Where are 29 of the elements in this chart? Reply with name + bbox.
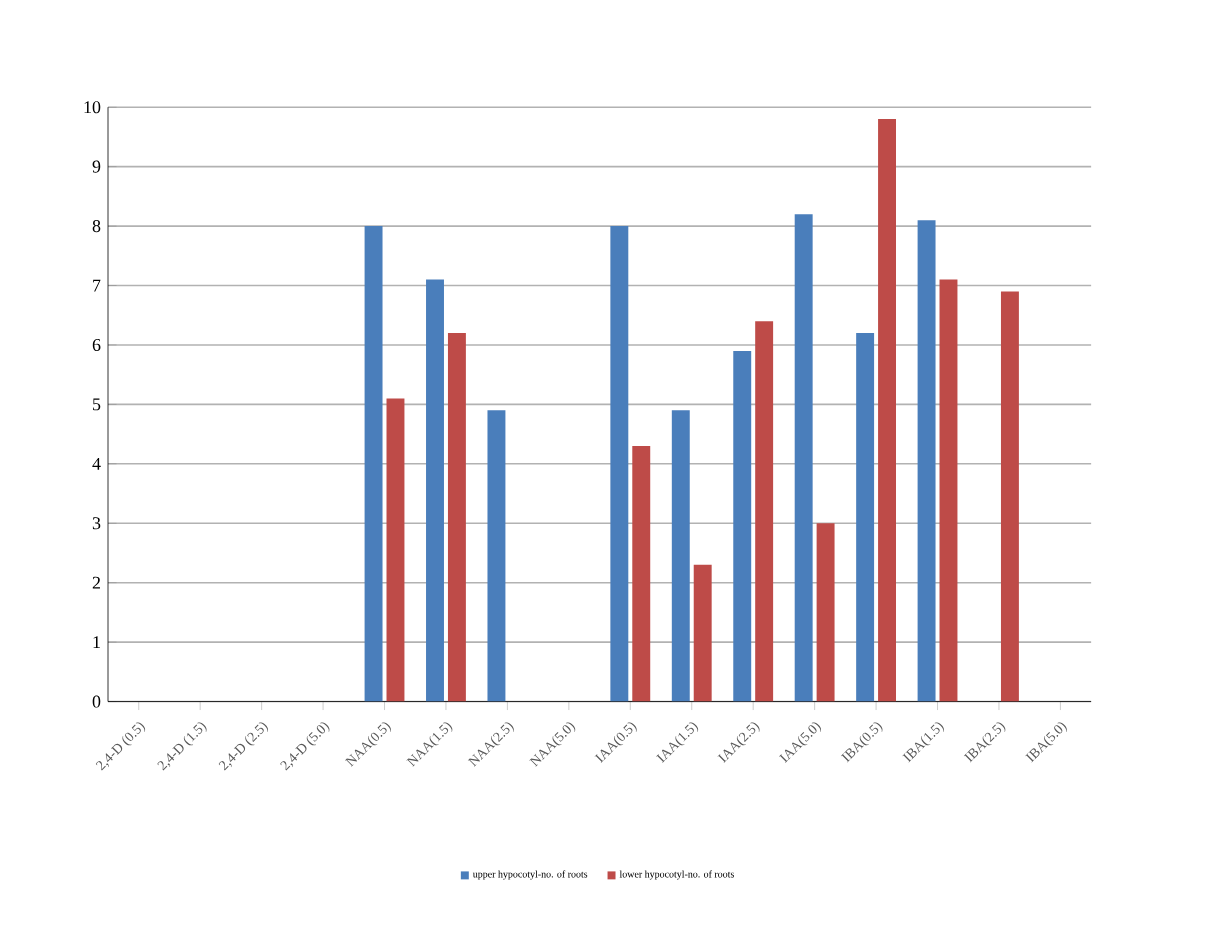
bar <box>364 226 383 702</box>
y-tick-label: 7 <box>93 279 101 292</box>
bar <box>878 119 896 702</box>
bar <box>794 214 813 702</box>
bar <box>447 333 466 702</box>
bar <box>693 564 712 702</box>
bar <box>632 446 651 702</box>
bar <box>386 398 405 702</box>
bar <box>671 410 690 702</box>
y-tick-label: 2 <box>92 576 100 589</box>
bar <box>939 279 958 702</box>
y-tick-label: 4 <box>92 457 101 470</box>
y-tick-label: 8 <box>92 220 101 233</box>
bar <box>610 226 629 702</box>
bar <box>426 279 444 702</box>
bar <box>816 523 835 702</box>
y-tick-label: 1 <box>93 636 100 649</box>
bar <box>755 321 774 702</box>
y-tick-label: 5 <box>93 398 101 411</box>
y-tick-label: 9 <box>92 160 101 173</box>
bar <box>1000 291 1019 702</box>
bar <box>856 333 875 702</box>
y-tick-label: 3 <box>92 517 101 530</box>
bar <box>733 350 752 702</box>
y-tick-label: 0 <box>92 695 101 708</box>
y-tick-label: 10 <box>84 101 101 114</box>
bar <box>487 410 506 702</box>
bar <box>917 220 936 702</box>
y-tick-label: 6 <box>92 338 101 352</box>
